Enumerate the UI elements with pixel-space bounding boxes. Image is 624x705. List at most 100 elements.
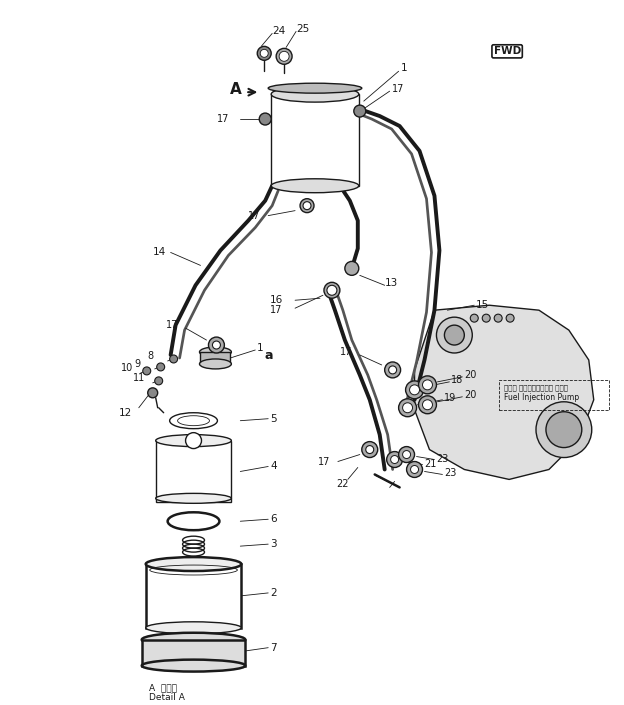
Circle shape	[419, 396, 436, 414]
Circle shape	[536, 402, 592, 458]
Text: 25: 25	[296, 25, 310, 35]
Text: 6: 6	[270, 514, 277, 525]
Circle shape	[402, 450, 411, 458]
Ellipse shape	[142, 660, 245, 672]
Ellipse shape	[271, 86, 359, 102]
Circle shape	[260, 49, 268, 57]
Text: 9: 9	[135, 359, 141, 369]
Circle shape	[143, 367, 151, 375]
Circle shape	[354, 105, 366, 117]
Circle shape	[327, 286, 337, 295]
Ellipse shape	[170, 412, 217, 429]
Text: Detail A: Detail A	[149, 693, 185, 702]
Circle shape	[384, 362, 401, 378]
Circle shape	[409, 385, 419, 395]
Text: 17: 17	[318, 457, 330, 467]
Text: 20: 20	[464, 390, 477, 400]
Circle shape	[257, 47, 271, 61]
Circle shape	[362, 441, 378, 458]
Text: 16: 16	[270, 295, 283, 305]
Ellipse shape	[146, 622, 241, 634]
Text: 17: 17	[392, 84, 404, 94]
Ellipse shape	[271, 179, 359, 192]
Circle shape	[259, 113, 271, 125]
Circle shape	[387, 452, 402, 467]
Circle shape	[155, 377, 163, 385]
Circle shape	[407, 462, 422, 477]
Circle shape	[402, 403, 412, 412]
Text: 17: 17	[248, 211, 261, 221]
Circle shape	[279, 51, 289, 61]
Text: 3: 3	[270, 539, 277, 549]
Bar	[271, 94, 359, 185]
Text: 4: 4	[270, 462, 277, 472]
Text: 11: 11	[133, 373, 145, 383]
Ellipse shape	[200, 359, 232, 369]
Text: 8: 8	[148, 351, 154, 361]
Ellipse shape	[142, 633, 245, 646]
Circle shape	[208, 337, 225, 353]
Text: 23: 23	[436, 453, 449, 463]
Circle shape	[506, 314, 514, 322]
Bar	[156, 441, 232, 503]
Text: 2: 2	[270, 588, 277, 598]
Polygon shape	[414, 305, 594, 479]
Circle shape	[157, 363, 165, 371]
Circle shape	[148, 388, 158, 398]
Text: a: a	[264, 350, 273, 362]
Circle shape	[546, 412, 582, 448]
Ellipse shape	[200, 347, 232, 357]
Circle shape	[494, 314, 502, 322]
Ellipse shape	[146, 557, 241, 571]
Circle shape	[170, 355, 178, 363]
Circle shape	[185, 433, 202, 448]
Circle shape	[303, 202, 311, 209]
Text: 1: 1	[401, 63, 407, 73]
Bar	[200, 352, 230, 364]
Text: 19: 19	[444, 393, 457, 403]
Circle shape	[419, 376, 436, 394]
Text: 20: 20	[464, 370, 477, 380]
Circle shape	[436, 317, 472, 353]
Text: 17: 17	[270, 305, 283, 315]
Bar	[142, 639, 245, 666]
Circle shape	[422, 380, 432, 390]
Circle shape	[470, 314, 478, 322]
Circle shape	[444, 325, 464, 345]
Text: 17: 17	[217, 114, 230, 124]
Circle shape	[391, 455, 399, 463]
Ellipse shape	[156, 493, 232, 503]
Ellipse shape	[168, 513, 220, 530]
Circle shape	[482, 314, 490, 322]
Text: 17: 17	[340, 347, 353, 357]
Text: 17: 17	[165, 320, 178, 330]
Circle shape	[406, 381, 424, 399]
Circle shape	[212, 341, 220, 349]
Ellipse shape	[156, 435, 232, 446]
Bar	[146, 564, 241, 627]
Text: FWD: FWD	[494, 47, 521, 56]
Text: 23: 23	[444, 468, 457, 479]
Text: Fuel Injection Pump: Fuel Injection Pump	[504, 393, 579, 403]
Circle shape	[300, 199, 314, 213]
Circle shape	[399, 446, 414, 462]
Text: 7: 7	[270, 643, 277, 653]
Circle shape	[345, 262, 359, 276]
Text: 24: 24	[272, 26, 285, 37]
Text: 18: 18	[451, 375, 464, 385]
Circle shape	[399, 399, 417, 417]
Text: 22: 22	[336, 479, 348, 489]
Text: 14: 14	[153, 247, 166, 257]
Text: 10: 10	[121, 363, 133, 373]
Text: 21: 21	[424, 458, 437, 469]
Text: 15: 15	[476, 300, 489, 310]
Text: 12: 12	[119, 407, 132, 418]
Text: 13: 13	[384, 278, 398, 288]
Circle shape	[422, 400, 432, 410]
Text: フェル インジェクション ポンプ: フェル インジェクション ポンプ	[504, 384, 568, 391]
Text: A: A	[230, 82, 242, 97]
Text: A  詳細図: A 詳細図	[149, 683, 177, 692]
Circle shape	[389, 366, 397, 374]
Ellipse shape	[268, 83, 362, 93]
Bar	[499, 380, 608, 410]
